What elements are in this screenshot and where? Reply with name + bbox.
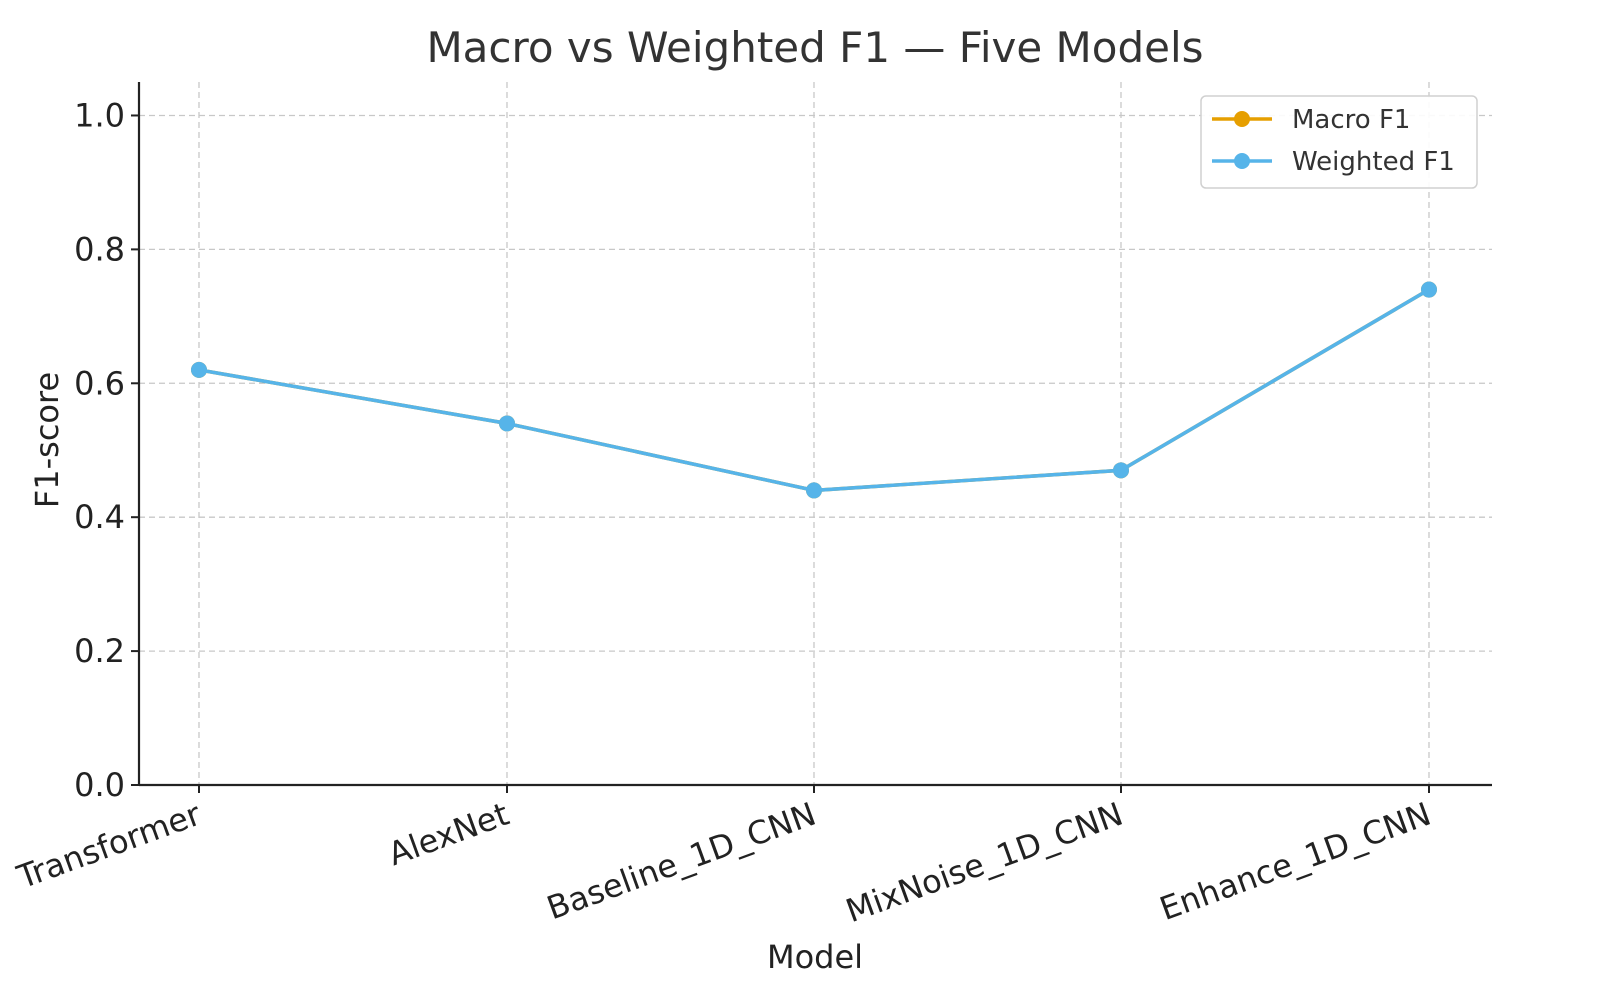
series-layer xyxy=(191,281,1437,499)
y-tick-label: 0.6 xyxy=(74,364,125,402)
x-tick-label: Enhance_1D_CNN xyxy=(1155,795,1436,928)
x-tick-label: AlexNet xyxy=(383,795,513,873)
y-tick-label: 0.8 xyxy=(74,230,125,268)
y-tick-label: 1.0 xyxy=(74,96,125,134)
series-line xyxy=(197,287,1431,493)
series-weighted-f1 xyxy=(191,281,1437,499)
axes: 0.0 0.2 0.4 0.6 0.8 1.0 Transformer AlexNet Base… xyxy=(11,82,1492,930)
data-point xyxy=(1421,281,1437,298)
y-tick-label: 0.4 xyxy=(74,498,125,536)
legend-swatch-marker xyxy=(1234,153,1250,169)
data-point xyxy=(1113,462,1129,479)
data-point xyxy=(806,482,822,499)
data-point xyxy=(191,361,207,378)
y-tick-label: 0.2 xyxy=(74,632,125,670)
y-tick-label: 0.0 xyxy=(74,766,125,804)
y-axis-label: F1-score xyxy=(28,372,66,508)
x-axis-label: Model xyxy=(767,938,863,976)
legend: Macro F1 Weighted F1 xyxy=(1200,95,1478,189)
legend-swatch-marker xyxy=(1234,111,1250,127)
legend-label: Weighted F1 xyxy=(1292,147,1455,177)
x-tick-label: MixNoise_1D_CNN xyxy=(841,795,1128,930)
series-line xyxy=(197,287,1431,493)
legend-label: Macro F1 xyxy=(1292,105,1410,135)
data-point xyxy=(499,415,515,432)
x-tick-label: Baseline_1D_CNN xyxy=(542,795,821,927)
chart-title: Macro vs Weighted F1 — Five Models xyxy=(426,23,1203,72)
x-tick-label: Transformer xyxy=(11,795,206,897)
